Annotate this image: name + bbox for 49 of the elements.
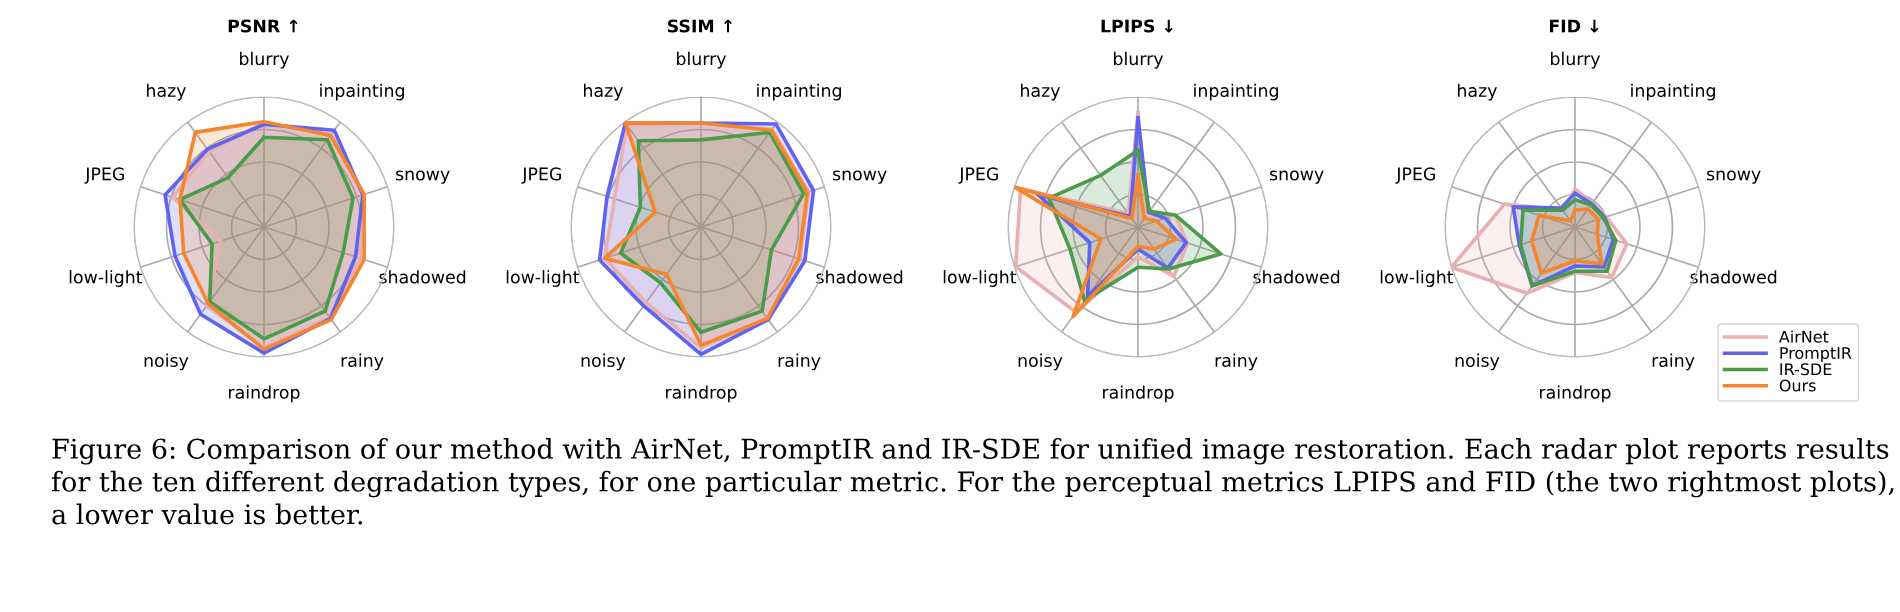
spoke-label: raindrop	[229, 385, 300, 403]
spoke-label: JPEG	[958, 167, 998, 184]
spoke-label: low-light	[943, 270, 1017, 287]
legend-label: PromptIR	[1780, 347, 1852, 363]
spoke-label: raindrop	[1103, 385, 1174, 403]
spoke-label: blurry	[1114, 51, 1164, 69]
spoke-label: hazy	[147, 83, 186, 101]
spoke-label: snowy	[396, 170, 450, 184]
spoke-label: inpainting	[320, 83, 404, 101]
spoke-label: inpainting	[1631, 83, 1715, 101]
spoke-label: raindrop	[1540, 385, 1611, 403]
spoke-label: shadowed	[1690, 270, 1777, 284]
spoke-label: blurry	[677, 51, 727, 69]
spoke-label: shadowed	[816, 270, 903, 284]
spoke-label: noisy	[1455, 353, 1500, 371]
spoke-label: shadowed	[379, 270, 466, 284]
spoke-label: hazy	[584, 83, 623, 101]
spoke-label: hazy	[1458, 83, 1497, 101]
spoke-label: rainy	[778, 353, 821, 371]
legend-label: IR-SDE	[1780, 363, 1832, 376]
spoke-label: blurry	[1551, 51, 1601, 69]
chart-title: SSIM ↑	[667, 19, 732, 33]
spoke-label: snowy	[833, 170, 887, 184]
spoke-label: rainy	[341, 353, 384, 371]
spoke-label: noisy	[581, 353, 626, 371]
spoke-label: blurry	[240, 51, 290, 69]
spoke-label: hazy	[1021, 83, 1060, 101]
spoke-label: JPEG	[521, 167, 561, 184]
spoke-label: JPEG	[84, 167, 124, 184]
spoke-label: low-light	[506, 270, 580, 287]
spoke-label: noisy	[144, 353, 189, 371]
chart-title: PSNR ↑	[228, 19, 298, 33]
spoke-label: noisy	[1018, 353, 1063, 371]
spoke-label: inpainting	[757, 83, 841, 101]
legend-label: Ours	[1779, 379, 1816, 392]
spoke-label: snowy	[1707, 170, 1761, 184]
caption: Figure 6: Comparison of our method with AirNet, PromptIR and IR-SDE for unified image restoration. Each radar plot reports results for the ten different degradation types, for one particular metric. For the perceptual metrics LPIPS and FID (the two rightmost plots), a lower value is better.	[51, 438, 1894, 525]
spoke-label: inpainting	[1194, 83, 1278, 101]
spoke-label: snowy	[1270, 170, 1324, 184]
legend-label: AirNet	[1779, 330, 1829, 343]
spoke-label: rainy	[1652, 353, 1695, 371]
spoke-label: low-light	[1380, 270, 1454, 287]
chart-title: FID ↓	[1549, 19, 1599, 33]
chart-title: LPIPS ↓	[1101, 19, 1173, 33]
spoke-label: shadowed	[1253, 270, 1340, 284]
spoke-label: raindrop	[666, 385, 737, 403]
spoke-label: rainy	[1215, 353, 1258, 371]
spoke-label: low-light	[69, 270, 143, 287]
spoke-label: JPEG	[1395, 167, 1435, 184]
